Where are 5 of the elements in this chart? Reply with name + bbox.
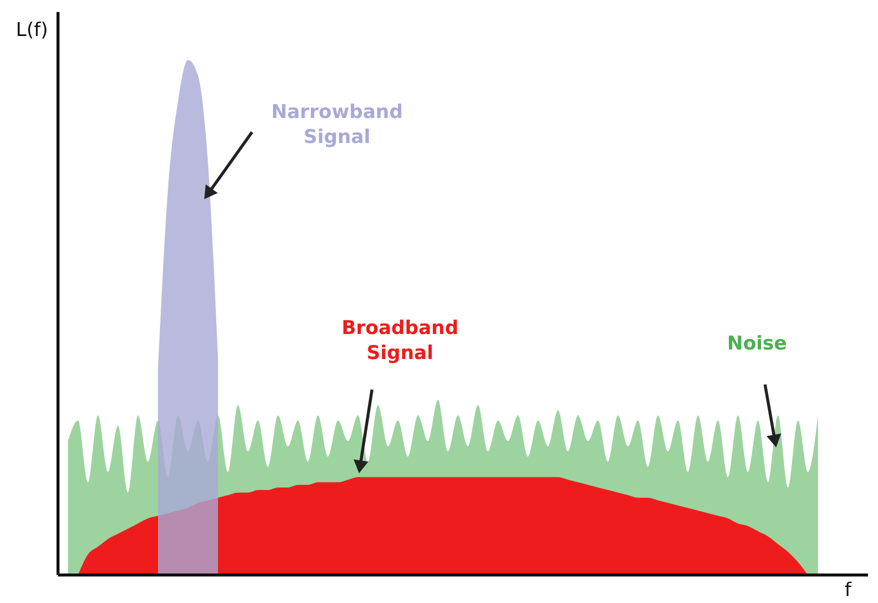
text: Noise <box>727 332 787 355</box>
y-axis-title: L(f) <box>16 19 48 41</box>
x-axis-title: f <box>844 579 853 601</box>
text: Broadband Signal <box>342 317 458 364</box>
text: Narrowband Signal <box>271 100 403 148</box>
